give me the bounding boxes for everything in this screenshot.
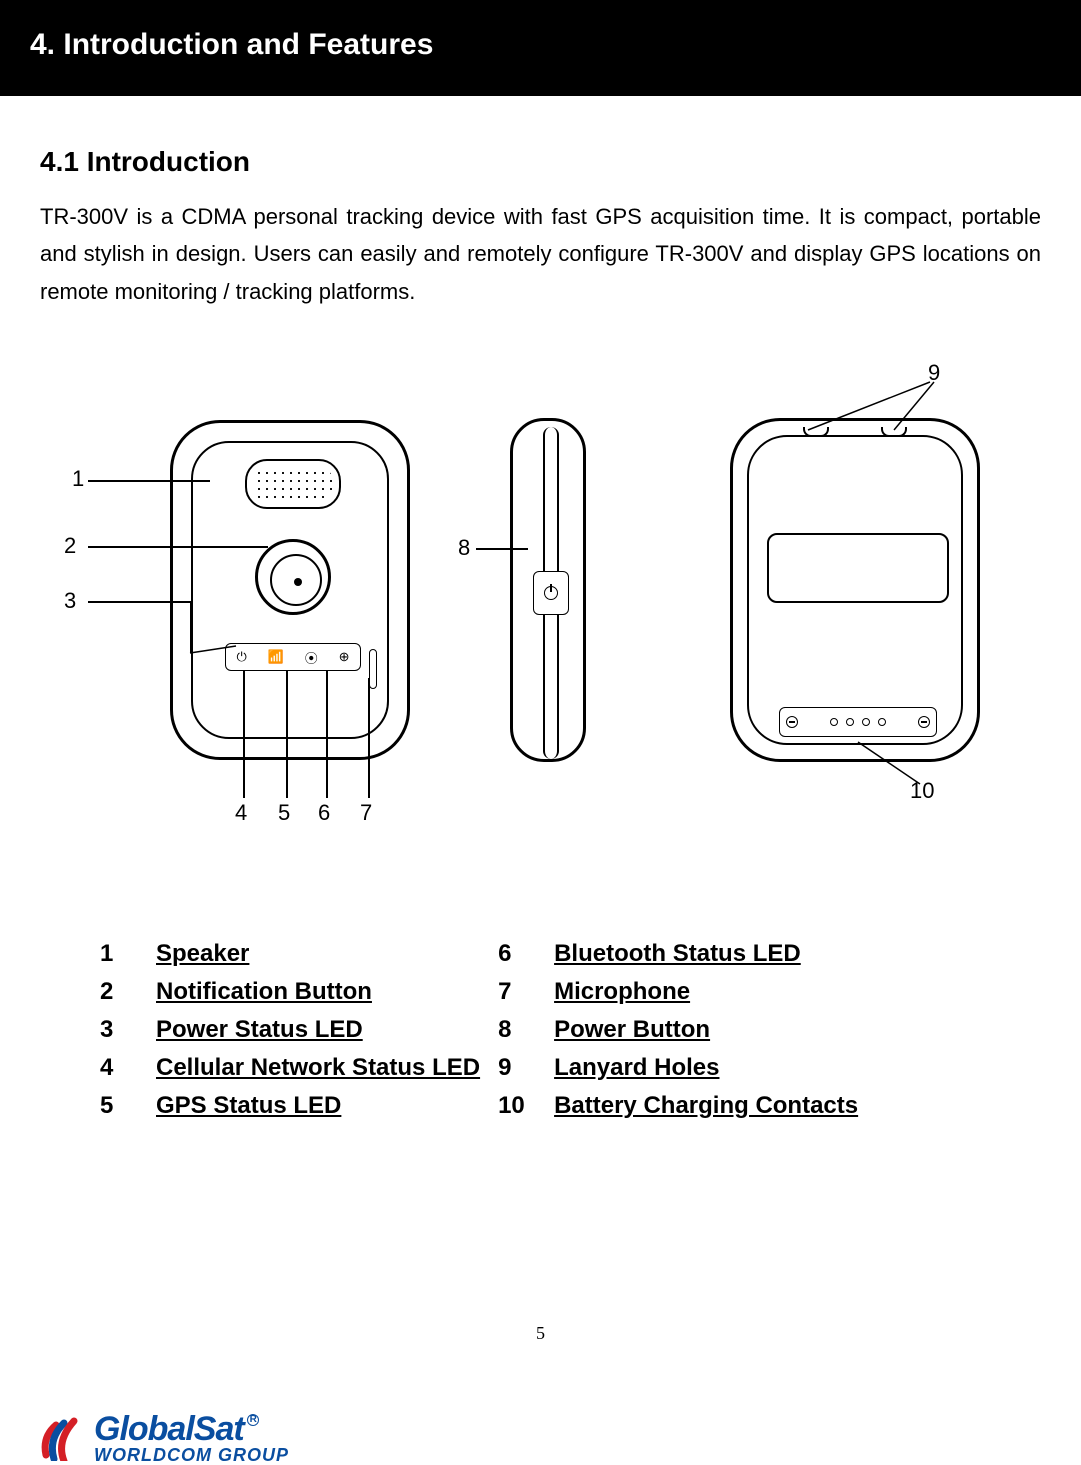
- callout-4: 4: [235, 800, 247, 826]
- leader-line: [243, 670, 245, 798]
- charging-contacts-icon: [779, 707, 937, 737]
- legend-label: Power Button: [554, 1016, 858, 1044]
- microphone-icon: [369, 649, 377, 689]
- legend-num: 2: [100, 978, 140, 1006]
- legend-num: 3: [100, 1016, 140, 1044]
- banner-title: 4. Introduction and Features: [30, 28, 1051, 62]
- cellular-led-icon: 📶: [268, 649, 284, 665]
- legend-num: 9: [498, 1054, 538, 1082]
- bluetooth-led-icon: ⊕: [339, 649, 350, 665]
- legend-label: GPS Status LED: [156, 1092, 480, 1120]
- logo-brand-name: GlobalSatR: [94, 1412, 289, 1446]
- legend-num: 1: [100, 940, 140, 968]
- page-number: 5: [0, 1323, 1081, 1344]
- registered-icon: R: [247, 1414, 259, 1426]
- leader-line: [476, 548, 528, 550]
- legend-label: Cellular Network Status LED: [156, 1054, 480, 1082]
- legend-label: Speaker: [156, 940, 480, 968]
- callout-2: 2: [64, 533, 76, 559]
- legend-label: Microphone: [554, 978, 858, 1006]
- legend-num: 10: [498, 1092, 538, 1120]
- gps-led-icon: ⦿: [305, 648, 318, 667]
- legend-label: Notification Button: [156, 978, 480, 1006]
- leader-line: [88, 601, 190, 603]
- device-side-view: [510, 418, 586, 762]
- power-button-icon: [533, 571, 569, 615]
- footer-logo: GlobalSatR WORLDCOM GROUP: [40, 1412, 289, 1464]
- page-content: 4.1 Introduction TR-300V is a CDMA perso…: [0, 96, 1081, 1120]
- legend-num: 8: [498, 1016, 538, 1044]
- callout-8: 8: [458, 535, 470, 561]
- callout-6: 6: [318, 800, 330, 826]
- callout-3: 3: [64, 588, 76, 614]
- notification-button-icon: [255, 539, 331, 615]
- callout-1: 1: [72, 466, 84, 492]
- parts-legend: 1 Speaker 2 Notification Button 3 Power …: [100, 940, 1041, 1120]
- leader-line: [368, 678, 370, 798]
- speaker-grille-icon: [245, 459, 341, 509]
- legend-num: 5: [100, 1092, 140, 1120]
- globalsat-logo-icon: [40, 1415, 86, 1461]
- callout-9: 9: [928, 360, 940, 386]
- lanyard-hole-icon: [881, 427, 907, 437]
- callout-10: 10: [910, 778, 934, 804]
- leader-line: [326, 670, 328, 798]
- legend-column-right: 6 Bluetooth Status LED 7 Microphone 8 Po…: [498, 940, 858, 1120]
- device-back-view: [730, 418, 980, 762]
- device-front-view: ⏻ 📶 ⦿ ⊕: [170, 420, 410, 760]
- logo-subline: WORLDCOM GROUP: [94, 1446, 289, 1464]
- legend-label: Power Status LED: [156, 1016, 480, 1044]
- legend-label: Bluetooth Status LED: [554, 940, 858, 968]
- callout-5: 5: [278, 800, 290, 826]
- legend-num: 6: [498, 940, 538, 968]
- legend-num: 7: [498, 978, 538, 1006]
- intro-paragraph: TR-300V is a CDMA personal tracking devi…: [40, 198, 1041, 310]
- status-led-row: ⏻ 📶 ⦿ ⊕: [225, 643, 361, 671]
- device-diagram: ⏻ 📶 ⦿ ⊕: [40, 350, 1041, 890]
- leader-line: [88, 546, 268, 548]
- section-title: 4.1 Introduction: [40, 146, 1041, 178]
- back-label-plate: [767, 533, 949, 603]
- leader-line: [88, 480, 210, 482]
- power-led-icon: ⏻: [236, 649, 246, 665]
- legend-label: Battery Charging Contacts: [554, 1092, 858, 1120]
- leader-line: [190, 601, 192, 653]
- lanyard-hole-icon: [803, 427, 829, 437]
- callout-7: 7: [360, 800, 372, 826]
- leader-line: [286, 670, 288, 798]
- legend-label: Lanyard Holes: [554, 1054, 858, 1082]
- section-banner: 4. Introduction and Features: [0, 0, 1081, 96]
- legend-column-left: 1 Speaker 2 Notification Button 3 Power …: [100, 940, 480, 1120]
- legend-num: 4: [100, 1054, 140, 1082]
